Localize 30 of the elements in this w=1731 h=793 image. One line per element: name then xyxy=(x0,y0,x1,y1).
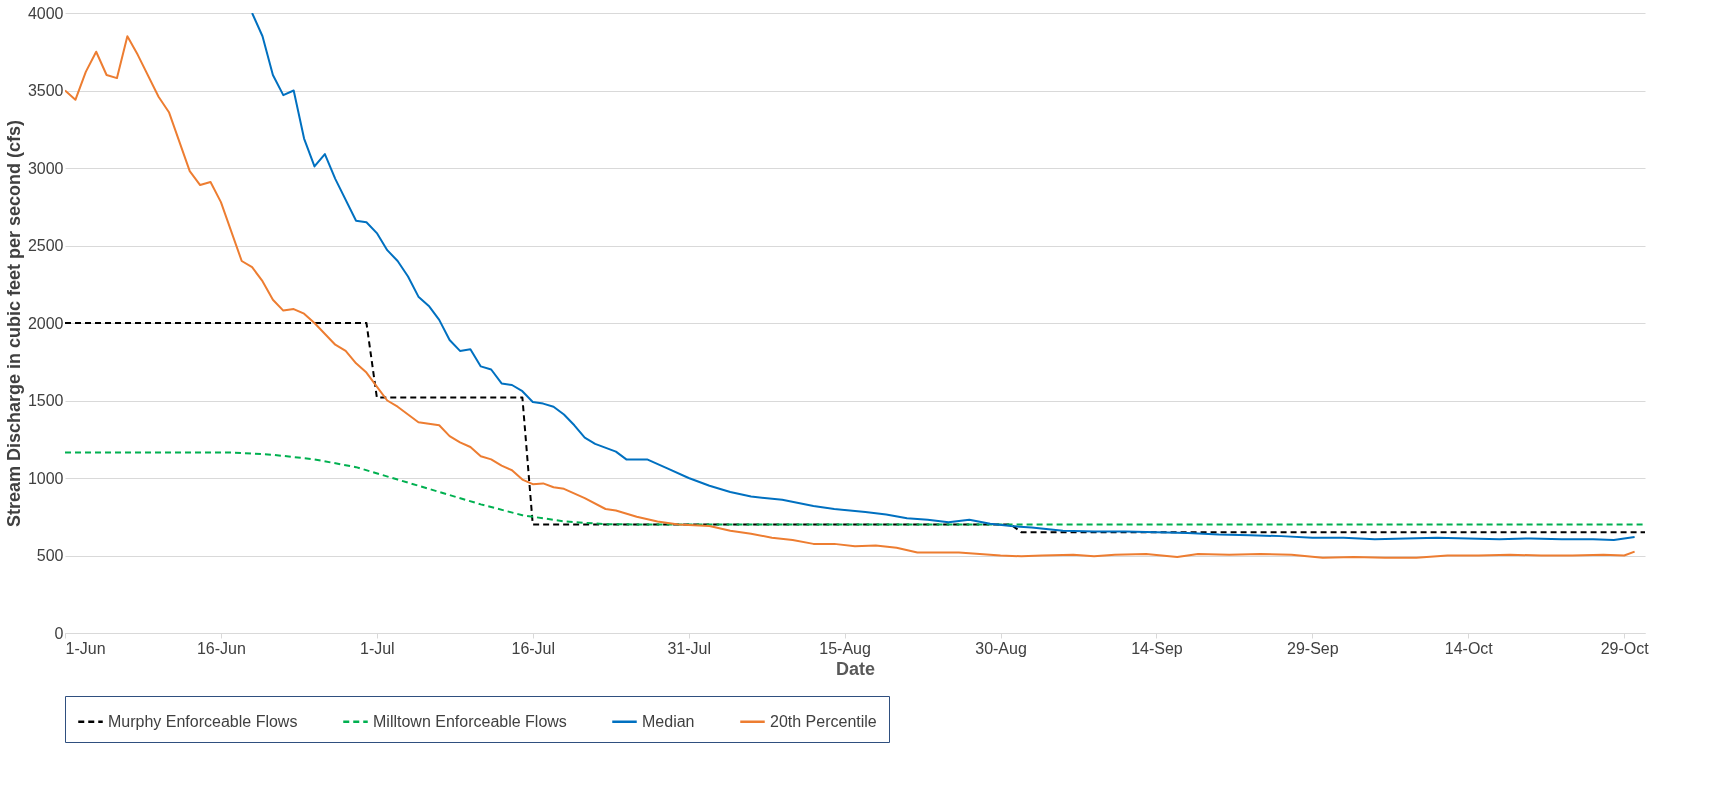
y-tick-label: 3500 xyxy=(27,82,64,99)
x-tick-label: 1-Jul xyxy=(360,639,395,657)
x-tick-label: 30-Aug xyxy=(975,639,1027,657)
legend-label: 20th Percentile xyxy=(770,712,877,730)
x-tick-label: 1-Jun xyxy=(65,639,106,657)
x-tick-label: 15-Aug xyxy=(819,639,871,657)
y-tick-label: 2000 xyxy=(27,314,64,332)
y-tick-label: 2500 xyxy=(27,237,64,254)
x-tick-label: 29-Oct xyxy=(1600,639,1650,657)
x-tick-label: 14-Sep xyxy=(1131,639,1183,657)
line-series xyxy=(65,322,1645,534)
y-tick-label: 500 xyxy=(36,547,64,564)
x-tick-label: 31-Jul xyxy=(667,639,711,657)
legend-label: Median xyxy=(642,712,695,730)
y-axis-title: Stream Discharge in cubic feet per second (cfs) xyxy=(3,119,24,528)
line-series xyxy=(251,13,1636,541)
x-tick-label: 16-Jun xyxy=(196,639,246,657)
legend-label: Milltown Enforceable Flows xyxy=(373,712,567,730)
line-series xyxy=(65,451,1645,526)
x-axis-title: Date xyxy=(835,658,876,679)
y-tick-label: 1500 xyxy=(27,392,64,409)
y-tick-label: 0 xyxy=(54,624,64,642)
y-tick-label: 3000 xyxy=(27,159,64,177)
x-tick-label: 16-Jul xyxy=(511,639,556,657)
legend-label: Murphy Enforceable Flows xyxy=(108,712,298,730)
x-tick-label: 14-Oct xyxy=(1444,639,1494,657)
x-tick-label: 29-Sep xyxy=(1287,639,1339,657)
y-tick-label: 4000 xyxy=(27,4,64,22)
y-tick-label: 1000 xyxy=(27,469,64,487)
line-series xyxy=(65,35,1636,559)
